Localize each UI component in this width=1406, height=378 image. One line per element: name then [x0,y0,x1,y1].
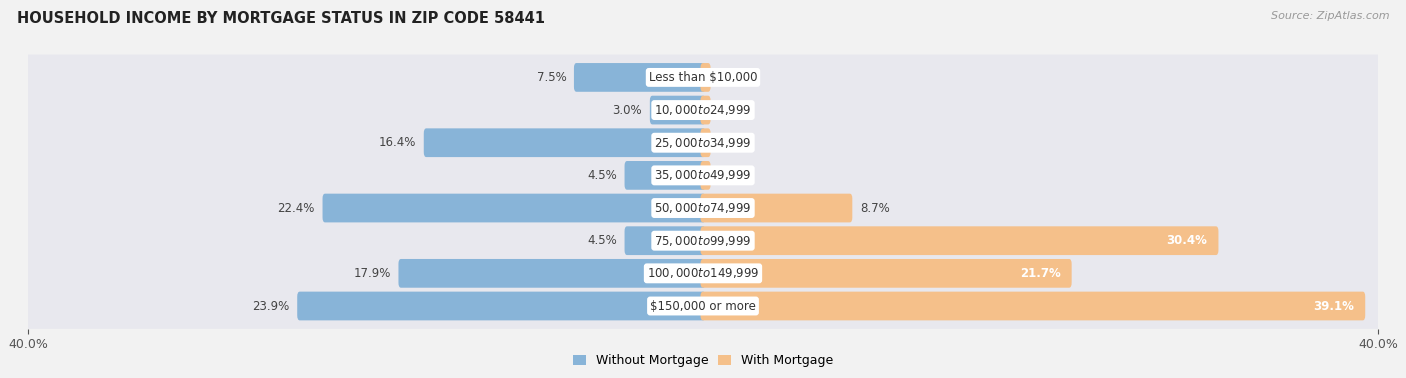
Text: $35,000 to $49,999: $35,000 to $49,999 [654,168,752,182]
Text: 39.1%: 39.1% [1313,299,1354,313]
FancyBboxPatch shape [624,161,706,190]
Text: 0.0%: 0.0% [718,104,748,116]
Text: 4.5%: 4.5% [588,234,617,247]
FancyBboxPatch shape [297,292,706,321]
FancyBboxPatch shape [700,292,1365,321]
Text: $150,000 or more: $150,000 or more [650,299,756,313]
FancyBboxPatch shape [700,63,710,92]
Text: $25,000 to $34,999: $25,000 to $34,999 [654,136,752,150]
Text: Less than $10,000: Less than $10,000 [648,71,758,84]
FancyBboxPatch shape [700,96,710,124]
Text: 17.9%: 17.9% [353,267,391,280]
FancyBboxPatch shape [398,259,706,288]
Text: 16.4%: 16.4% [378,136,416,149]
Text: 3.0%: 3.0% [613,104,643,116]
FancyBboxPatch shape [700,259,1071,288]
FancyBboxPatch shape [14,251,1392,296]
Text: 0.0%: 0.0% [718,169,748,182]
FancyBboxPatch shape [624,226,706,255]
Text: 21.7%: 21.7% [1019,267,1060,280]
Text: 0.0%: 0.0% [718,136,748,149]
FancyBboxPatch shape [14,152,1392,198]
Text: 7.5%: 7.5% [537,71,567,84]
FancyBboxPatch shape [14,283,1392,329]
Text: 30.4%: 30.4% [1167,234,1208,247]
Text: $100,000 to $149,999: $100,000 to $149,999 [647,266,759,280]
FancyBboxPatch shape [14,185,1392,231]
Legend: Without Mortgage, With Mortgage: Without Mortgage, With Mortgage [568,349,838,372]
FancyBboxPatch shape [14,54,1392,100]
FancyBboxPatch shape [423,129,706,157]
Text: 8.7%: 8.7% [860,201,890,215]
FancyBboxPatch shape [700,129,710,157]
Text: $10,000 to $24,999: $10,000 to $24,999 [654,103,752,117]
Text: $75,000 to $99,999: $75,000 to $99,999 [654,234,752,248]
FancyBboxPatch shape [14,218,1392,263]
Text: HOUSEHOLD INCOME BY MORTGAGE STATUS IN ZIP CODE 58441: HOUSEHOLD INCOME BY MORTGAGE STATUS IN Z… [17,11,546,26]
Text: 22.4%: 22.4% [277,201,315,215]
FancyBboxPatch shape [14,87,1392,133]
FancyBboxPatch shape [322,194,706,222]
Text: 23.9%: 23.9% [253,299,290,313]
FancyBboxPatch shape [650,96,706,124]
Text: 4.5%: 4.5% [588,169,617,182]
Text: Source: ZipAtlas.com: Source: ZipAtlas.com [1271,11,1389,21]
Text: 0.0%: 0.0% [718,71,748,84]
FancyBboxPatch shape [700,226,1219,255]
FancyBboxPatch shape [14,120,1392,166]
FancyBboxPatch shape [700,194,852,222]
FancyBboxPatch shape [574,63,706,92]
Text: $50,000 to $74,999: $50,000 to $74,999 [654,201,752,215]
FancyBboxPatch shape [700,161,710,190]
